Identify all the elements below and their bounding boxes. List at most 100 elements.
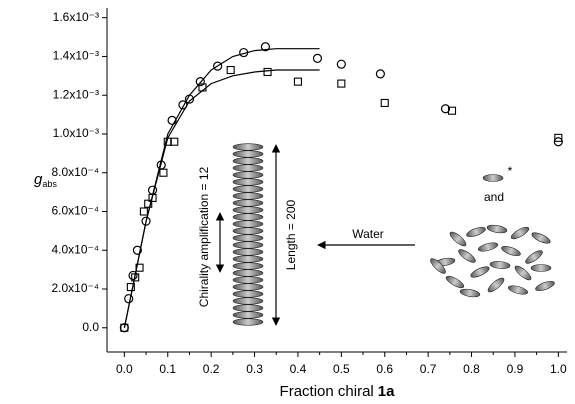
stack-disc — [232, 164, 264, 172]
x-axis-label: Fraction chiral 1a — [280, 383, 396, 400]
x-tick-label: 0.2 — [203, 362, 220, 376]
free-disc — [531, 232, 551, 244]
stack-disc — [232, 318, 264, 326]
y-tick-label: 0.0 — [82, 320, 99, 334]
stack-disc — [232, 262, 264, 270]
annotation: Chirality amplification = 12 — [197, 166, 211, 307]
stack-disc — [232, 290, 264, 298]
monomer-disc — [482, 174, 504, 182]
fit-curve — [123, 69, 320, 328]
square-point — [380, 98, 389, 108]
stack-disc — [232, 178, 264, 186]
circle-point — [167, 115, 177, 126]
annotation: * — [508, 164, 513, 178]
free-disc — [530, 264, 552, 272]
stack-disc — [232, 199, 264, 207]
x-tick-label: 0.1 — [159, 362, 176, 376]
square-point — [226, 65, 235, 75]
square-point — [293, 77, 302, 86]
square-point — [159, 168, 168, 177]
annotation: Length = 200 — [284, 199, 298, 270]
x-tick-label: 0.9 — [507, 362, 524, 376]
stack-disc — [232, 227, 264, 235]
stack-disc — [232, 311, 264, 319]
x-tick-label: 0.6 — [376, 362, 393, 376]
circle-point — [375, 69, 385, 79]
y-tick-label: 1.2x10⁻³ — [53, 87, 99, 101]
circle-point — [128, 270, 138, 281]
x-label-bold: 1a — [378, 383, 395, 400]
x-tick-label: 0.5 — [333, 362, 350, 376]
free-disc — [430, 258, 446, 274]
y-tick-label: 4.0x10⁻⁴ — [51, 242, 99, 256]
y-label-main: g — [34, 171, 43, 188]
stack-disc — [232, 248, 264, 256]
y-axis-label: gabs — [34, 171, 57, 189]
stack-disc — [232, 206, 264, 214]
y-tick-label: 1.4x10⁻³ — [53, 49, 99, 63]
square-point — [120, 323, 129, 332]
illustration — [215, 143, 555, 326]
stack-disc — [232, 150, 264, 158]
free-disc — [458, 249, 476, 263]
x-tick-label: 0.0 — [116, 362, 133, 376]
circle-point — [141, 216, 151, 226]
y-tick-label: 6.0x10⁻⁴ — [51, 204, 99, 218]
x-tick-label: 0.7 — [420, 362, 437, 376]
stack-disc — [232, 157, 264, 165]
x-label-main: Fraction chiral — [280, 383, 374, 400]
stack-disc — [232, 283, 264, 291]
stack-disc — [232, 220, 264, 228]
free-disc — [486, 224, 508, 234]
y-tick-label: 1.0x10⁻³ — [53, 126, 99, 140]
free-disc — [535, 280, 555, 292]
x-tick-label: 0.8 — [463, 362, 480, 376]
stack-disc — [232, 304, 264, 312]
stack-disc — [232, 255, 264, 263]
free-disc — [514, 265, 532, 281]
stack-disc — [232, 213, 264, 221]
fit-curve — [123, 48, 320, 328]
y-tick-label: 2.0x10⁻⁴ — [51, 281, 99, 295]
free-disc — [466, 226, 486, 238]
stack-disc — [232, 192, 264, 200]
stack-disc — [232, 143, 264, 151]
square-point — [447, 106, 457, 115]
annotation: Water — [352, 227, 384, 241]
circle-point — [260, 42, 270, 52]
x-tick-label: 0.4 — [290, 362, 307, 376]
square-point — [263, 67, 272, 77]
free-disc — [487, 277, 505, 293]
y-label-sub: abs — [42, 179, 57, 189]
free-disc — [501, 245, 521, 257]
stack-disc — [232, 185, 264, 193]
x-tick-label: 0.3 — [246, 362, 263, 376]
stack-disc — [232, 234, 264, 242]
x-tick-label: 1.0 — [550, 362, 567, 376]
stack-disc — [232, 269, 264, 277]
circle-point — [440, 104, 451, 114]
circle-point — [132, 245, 142, 255]
free-disc — [507, 285, 529, 295]
free-disc — [445, 275, 465, 289]
circle-point — [312, 53, 323, 63]
free-disc — [525, 250, 543, 264]
stack-disc — [232, 241, 264, 249]
stack-disc — [232, 276, 264, 284]
square-point — [144, 199, 153, 208]
y-tick-label: 8.0x10⁻⁴ — [51, 165, 99, 179]
square-point — [170, 137, 179, 146]
free-disc — [510, 226, 530, 240]
y-tick-label: 1.6x10⁻³ — [53, 10, 99, 24]
circle-point — [336, 59, 346, 69]
square-point — [337, 79, 346, 88]
square-point — [139, 207, 148, 216]
free-disc — [489, 261, 511, 269]
free-disc — [459, 288, 481, 298]
annotation: and — [484, 190, 504, 204]
free-disc — [470, 266, 490, 278]
circle-point — [195, 77, 205, 87]
circle-point — [213, 61, 223, 71]
